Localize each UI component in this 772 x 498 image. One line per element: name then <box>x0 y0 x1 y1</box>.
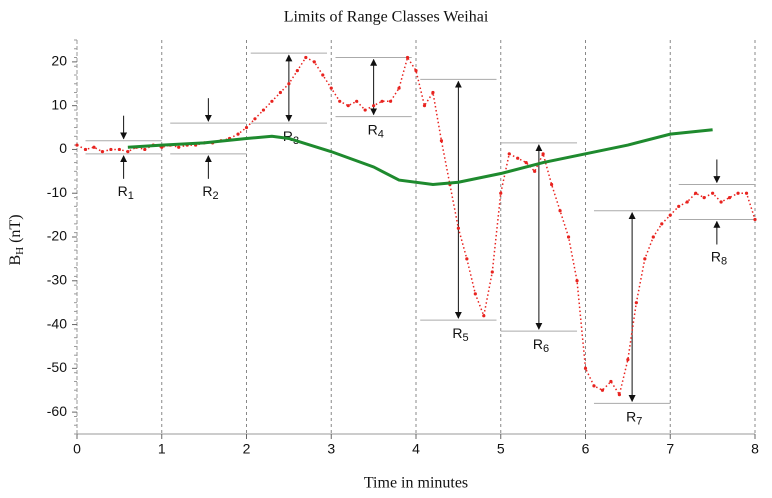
range-label-sub: 8 <box>721 255 727 267</box>
x-tick-label: 2 <box>243 441 251 457</box>
range-label-main: R <box>452 325 462 341</box>
y-tick-label: -30 <box>47 271 67 287</box>
y-tick-label: -20 <box>47 228 67 244</box>
y-tick-label: 20 <box>51 53 67 69</box>
range-label-sub: 7 <box>636 415 642 427</box>
range-label: R2 <box>202 183 218 202</box>
data-point <box>617 393 622 397</box>
y-tick-label: 0 <box>59 140 67 156</box>
data-point <box>414 69 418 73</box>
y-label-main: B <box>7 255 24 266</box>
y-label-sub: H <box>14 247 26 255</box>
x-axis-label: Time in minutes <box>364 475 468 492</box>
y-tick-label: 10 <box>51 96 67 112</box>
y-tick-label: -40 <box>47 315 67 331</box>
data-point <box>719 200 723 204</box>
x-tick-label: 4 <box>412 441 420 457</box>
data-point <box>380 99 384 103</box>
x-tick-label: 5 <box>497 441 505 457</box>
range-label: R5 <box>452 325 468 344</box>
x-tick-label: 8 <box>751 441 759 457</box>
x-tick-label: 1 <box>158 441 166 457</box>
range-label: R1 <box>118 183 134 202</box>
range-label-main: R <box>202 183 212 199</box>
range-label-main: R <box>711 248 721 264</box>
range-label-main: R <box>368 121 378 137</box>
range-label-main: R <box>283 128 293 144</box>
range-label-sub: 5 <box>463 332 469 344</box>
y-axis-label: BH (nT) <box>7 214 26 265</box>
range-label-sub: 2 <box>212 190 218 202</box>
range-label-sub: 6 <box>543 343 549 355</box>
x-tick-label: 7 <box>666 441 674 457</box>
range-label: R6 <box>533 336 549 355</box>
range-label-sub: 4 <box>378 129 384 141</box>
range-label-main: R <box>118 183 128 199</box>
line <box>127 128 713 186</box>
range-label: R7 <box>626 408 642 427</box>
y-label-unit: (nT) <box>7 214 24 242</box>
y-tick-label: -50 <box>47 359 67 375</box>
x-tick-label: 0 <box>73 441 81 457</box>
range-label: R8 <box>711 248 727 267</box>
chart-title: Limits of Range Classes Weihai <box>284 9 489 26</box>
range-label: R4 <box>368 121 384 140</box>
range-label-main: R <box>626 408 636 424</box>
data-point <box>626 357 630 362</box>
range-label-main: R <box>533 336 543 352</box>
data-point <box>422 104 427 108</box>
x-tick-label: 6 <box>582 441 590 457</box>
y-tick-label: -10 <box>47 184 67 200</box>
y-tick-label: -60 <box>47 403 67 419</box>
x-tick-label: 3 <box>327 441 335 457</box>
range-label-sub: 1 <box>128 190 134 202</box>
